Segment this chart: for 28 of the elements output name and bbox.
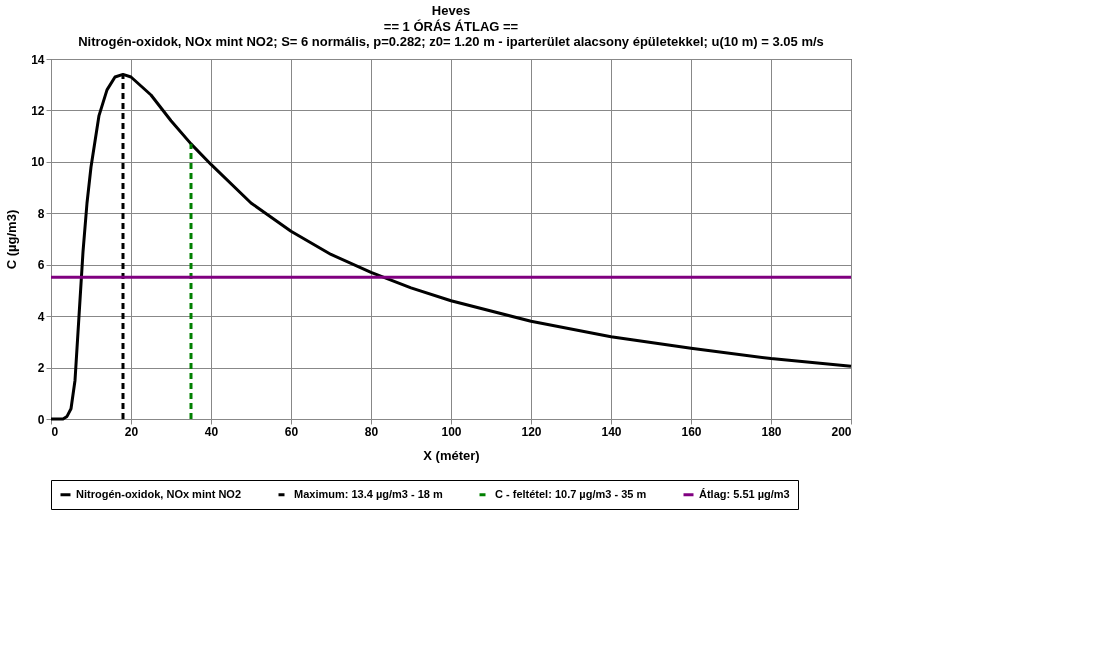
legend-label: C - feltétel: 10.7 µg/m3 - 35 m <box>495 487 647 500</box>
x-tick-label: 100 <box>441 424 462 439</box>
y-tick-label: 6 <box>37 258 45 273</box>
x-tick-label: 160 <box>681 424 702 439</box>
x-tick-label: 40 <box>204 424 219 439</box>
x-tick-label: 120 <box>521 424 542 439</box>
x-tick-label: 180 <box>761 424 782 439</box>
y-axis-title: C (µg/m3) <box>4 209 20 270</box>
y-tick-label: 8 <box>37 206 45 221</box>
x-tick-label: 0 <box>51 424 59 439</box>
chart-title: Heves <box>431 3 471 18</box>
x-axis-title: X (méter) <box>423 447 480 463</box>
y-tick-label: 14 <box>31 52 45 67</box>
y-tick-label: 2 <box>37 361 45 376</box>
legend-label: Maximum: 13.4 µg/m3 - 18 m <box>294 487 443 500</box>
y-tick-label: 12 <box>31 103 45 118</box>
y-tick-label: 4 <box>37 309 45 324</box>
x-tick-label: 140 <box>601 424 622 439</box>
legend-label: Átlag: 5.51 µg/m3 <box>699 487 790 500</box>
x-tick-label: 80 <box>364 424 379 439</box>
x-tick-label: 200 <box>831 424 852 439</box>
x-tick-label: 20 <box>124 424 139 439</box>
legend-label: Nitrogén-oxidok, NOx mint NO2 <box>76 487 242 500</box>
chart-subtitle: == 1 ÓRÁS ÁTLAG == Nitrogén-oxidok, NOx mint NO2; S= 6 normális, p=0.282; z0= 1.20 m - iparterület alacsony épületekkel; u(10 m) = 3.05 m/s <box>78 19 824 49</box>
x-tick-label: 60 <box>284 424 299 439</box>
line-series <box>49 72 853 421</box>
y-tick-label: 0 <box>37 412 45 427</box>
y-tick-label: 10 <box>31 155 45 170</box>
